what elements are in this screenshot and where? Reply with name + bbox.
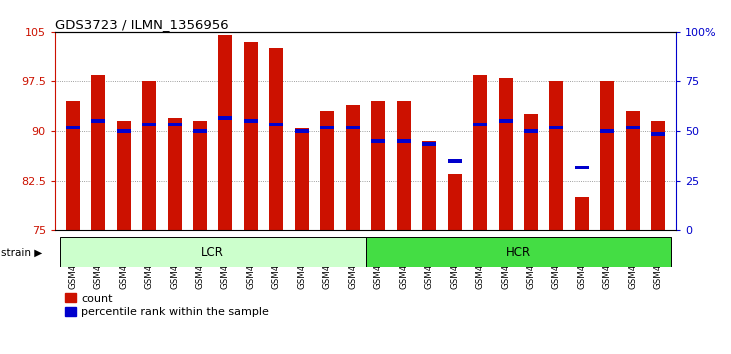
Bar [575,197,589,230]
Text: strain ▶: strain ▶ [1,248,42,258]
Bar [269,48,284,230]
FancyBboxPatch shape [366,237,671,267]
Bar [142,81,156,230]
Bar [423,141,436,230]
Bar [167,122,181,126]
Bar [66,101,80,230]
Bar [219,116,232,120]
Bar [651,121,665,230]
Bar [193,121,207,230]
Bar [244,119,258,123]
Bar [320,111,334,230]
Bar [66,126,80,130]
Bar [346,126,360,130]
Bar [626,111,640,230]
Bar [447,174,462,230]
Bar [423,142,436,146]
Bar [219,35,232,230]
Bar [91,119,105,123]
Text: LCR: LCR [201,246,224,259]
Bar [269,122,284,126]
Text: HCR: HCR [506,246,531,259]
Bar [167,118,181,230]
Bar [371,101,385,230]
Bar [397,101,411,230]
Bar [473,122,487,126]
Bar [550,81,564,230]
Bar [447,159,462,162]
Legend: count, percentile rank within the sample: count, percentile rank within the sample [61,289,274,322]
Bar [346,104,360,230]
Text: GDS3723 / ILMN_1356956: GDS3723 / ILMN_1356956 [55,18,229,31]
Bar [600,81,615,230]
Bar [142,122,156,126]
Bar [524,114,538,230]
Bar [524,129,538,133]
Bar [550,126,564,130]
Bar [473,75,487,230]
Bar [575,166,589,169]
Bar [116,121,131,230]
Bar [371,139,385,143]
Bar [295,128,308,230]
Bar [320,126,334,130]
FancyBboxPatch shape [60,237,366,267]
Bar [116,129,131,133]
Bar [295,129,308,133]
Bar [91,75,105,230]
Bar [193,129,207,133]
Bar [600,129,615,133]
Bar [651,132,665,136]
Bar [499,119,512,123]
Bar [244,42,258,230]
Bar [626,126,640,130]
Bar [397,139,411,143]
Bar [499,78,512,230]
